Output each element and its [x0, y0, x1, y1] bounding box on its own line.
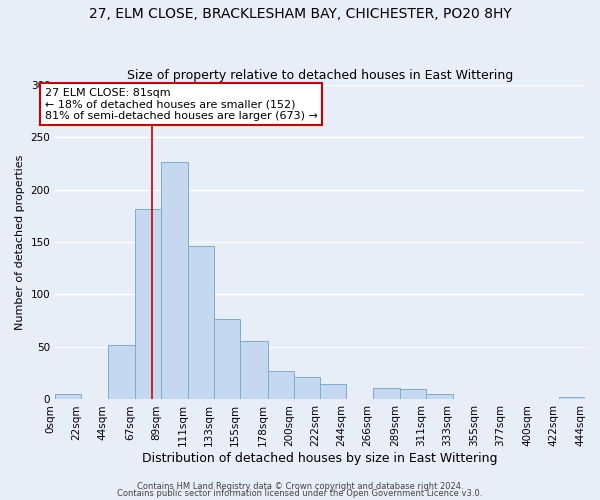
Bar [240, 340, 268, 400]
Text: Contains HM Land Registry data © Crown copyright and database right 2024.: Contains HM Land Registry data © Crown c… [137, 482, 463, 491]
Bar [107, 345, 135, 400]
Bar [188, 246, 214, 400]
Bar [55, 394, 82, 400]
Bar [294, 378, 320, 400]
Bar [214, 318, 240, 400]
Bar [135, 210, 161, 400]
Text: 27, ELM CLOSE, BRACKLESHAM BAY, CHICHESTER, PO20 8HY: 27, ELM CLOSE, BRACKLESHAM BAY, CHICHEST… [89, 8, 511, 22]
Bar [268, 371, 294, 400]
Bar [559, 398, 585, 400]
Text: 27 ELM CLOSE: 81sqm
← 18% of detached houses are smaller (152)
81% of semi-detac: 27 ELM CLOSE: 81sqm ← 18% of detached ho… [44, 88, 317, 121]
Bar [426, 394, 452, 400]
Bar [320, 384, 346, 400]
Text: Contains public sector information licensed under the Open Government Licence v3: Contains public sector information licen… [118, 490, 482, 498]
Bar [161, 162, 188, 400]
Y-axis label: Number of detached properties: Number of detached properties [15, 154, 25, 330]
Bar [400, 389, 426, 400]
X-axis label: Distribution of detached houses by size in East Wittering: Distribution of detached houses by size … [142, 452, 498, 465]
Title: Size of property relative to detached houses in East Wittering: Size of property relative to detached ho… [127, 69, 513, 82]
Bar [373, 388, 400, 400]
